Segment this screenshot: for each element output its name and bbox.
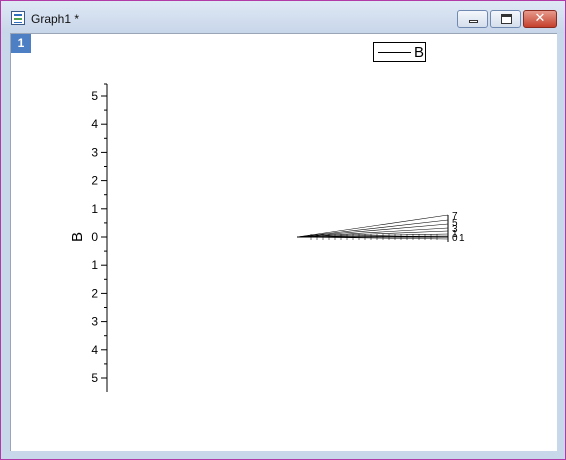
maximize-icon [501, 14, 512, 24]
point-label: 5 [452, 218, 458, 229]
legend-line-swatch [378, 52, 411, 53]
y-tick-label: 2 [91, 286, 98, 300]
y-tick-label: 2 [91, 174, 98, 188]
minimize-button[interactable] [457, 10, 488, 28]
maximize-button[interactable] [490, 10, 521, 28]
fan-line [296, 214, 449, 238]
y-tick-label: 3 [91, 145, 98, 159]
fan-line [296, 230, 449, 238]
close-icon: ✕ [534, 11, 546, 26]
y-axis[interactable]: 5 4 3 2 1 0 1 2 3 4 5 [91, 83, 108, 392]
point-label: 1 [459, 233, 465, 244]
fan-line [296, 227, 449, 238]
y-tick-label: 4 [91, 343, 98, 357]
close-button[interactable]: ✕ [523, 10, 557, 28]
y-tick-label: 3 [91, 315, 98, 329]
y-tick-label: 1 [91, 202, 98, 216]
y-tick-label: 1 [91, 258, 98, 272]
layer-number-badge[interactable]: 1 [11, 34, 31, 53]
fan-line [296, 223, 449, 238]
data-plot[interactable] [296, 214, 449, 242]
point-label: 3 [452, 224, 458, 235]
window-title: Graph1 * [31, 12, 80, 26]
point-label: 7 [452, 211, 458, 222]
point-label: 0 [452, 233, 458, 244]
y-tick-label: 0 [91, 230, 98, 244]
graph-window-icon[interactable] [11, 11, 25, 25]
fan-line [296, 219, 449, 238]
y-tick-label: 5 [91, 371, 98, 385]
legend-box[interactable]: B [373, 42, 426, 62]
y-tick-label: 5 [91, 89, 98, 103]
y-tick-label: 4 [91, 117, 98, 131]
point-label: 1 [452, 229, 458, 240]
minimize-icon [469, 20, 478, 23]
y-axis-label[interactable]: B [69, 232, 86, 242]
legend-label: B [414, 44, 425, 61]
title-bar[interactable]: Graph1 * ✕ [1, 1, 565, 33]
